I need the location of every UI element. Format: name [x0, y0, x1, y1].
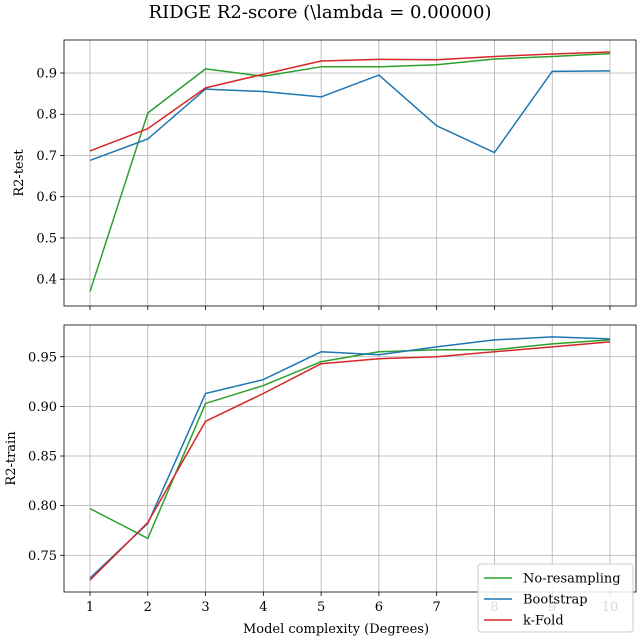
legend-label: No-resampling — [523, 572, 621, 587]
figure-title: RIDGE R2-score (\lambda = 0.00000) — [149, 2, 492, 23]
axes-frame — [63, 39, 637, 307]
y-tick-label: 0.9 — [36, 66, 57, 81]
legend-box — [477, 563, 634, 633]
y-tick-label: 0.8 — [36, 108, 57, 123]
series-line-bootstrap — [89, 70, 611, 162]
y-axis-label: R2-train — [4, 431, 19, 486]
x-tick-label: 1 — [86, 600, 94, 615]
y-tick-label: 0.6 — [36, 190, 57, 205]
x-tick-label: 6 — [375, 600, 383, 615]
series-line-bootstrap — [89, 336, 611, 579]
x-tick-label: 5 — [317, 600, 325, 615]
panel-1: 0.4 0.5 0.6 0.7 0.8 0.9 R2-test — [12, 39, 637, 310]
series-line-no-resampling — [89, 52, 611, 292]
series-line-no-resampling — [89, 339, 611, 540]
y-tick-label: 0.85 — [28, 450, 57, 465]
y-tick-label: 0.4 — [36, 273, 57, 288]
x-tick-label: 2 — [144, 600, 152, 615]
y-tick-label: 0.75 — [28, 549, 57, 564]
x-tick-label: 4 — [259, 600, 267, 615]
y-tick-label: 0.7 — [36, 149, 57, 164]
legend: No-resampling Bootstrap k-Fold — [477, 563, 634, 633]
y-tick-label: 0.80 — [28, 499, 57, 514]
x-tick-label: 7 — [433, 600, 441, 615]
axes-frame — [63, 324, 637, 593]
y-tick-label: 0.5 — [36, 231, 57, 246]
legend-label: k-Fold — [523, 614, 564, 629]
panel-2: 123456789100.750.800.850.900.95R2-trainM… — [4, 324, 637, 637]
y-tick-label: 0.90 — [28, 400, 57, 415]
legend-label: Bootstrap — [523, 593, 588, 608]
series-line-k-fold — [89, 51, 611, 152]
series-line-k-fold — [89, 341, 611, 581]
y-tick-label: 0.95 — [28, 350, 57, 365]
x-axis-label: Model complexity (Degrees) — [243, 622, 429, 637]
y-axis-label: R2-test — [12, 149, 27, 197]
x-tick-label: 3 — [201, 600, 209, 615]
